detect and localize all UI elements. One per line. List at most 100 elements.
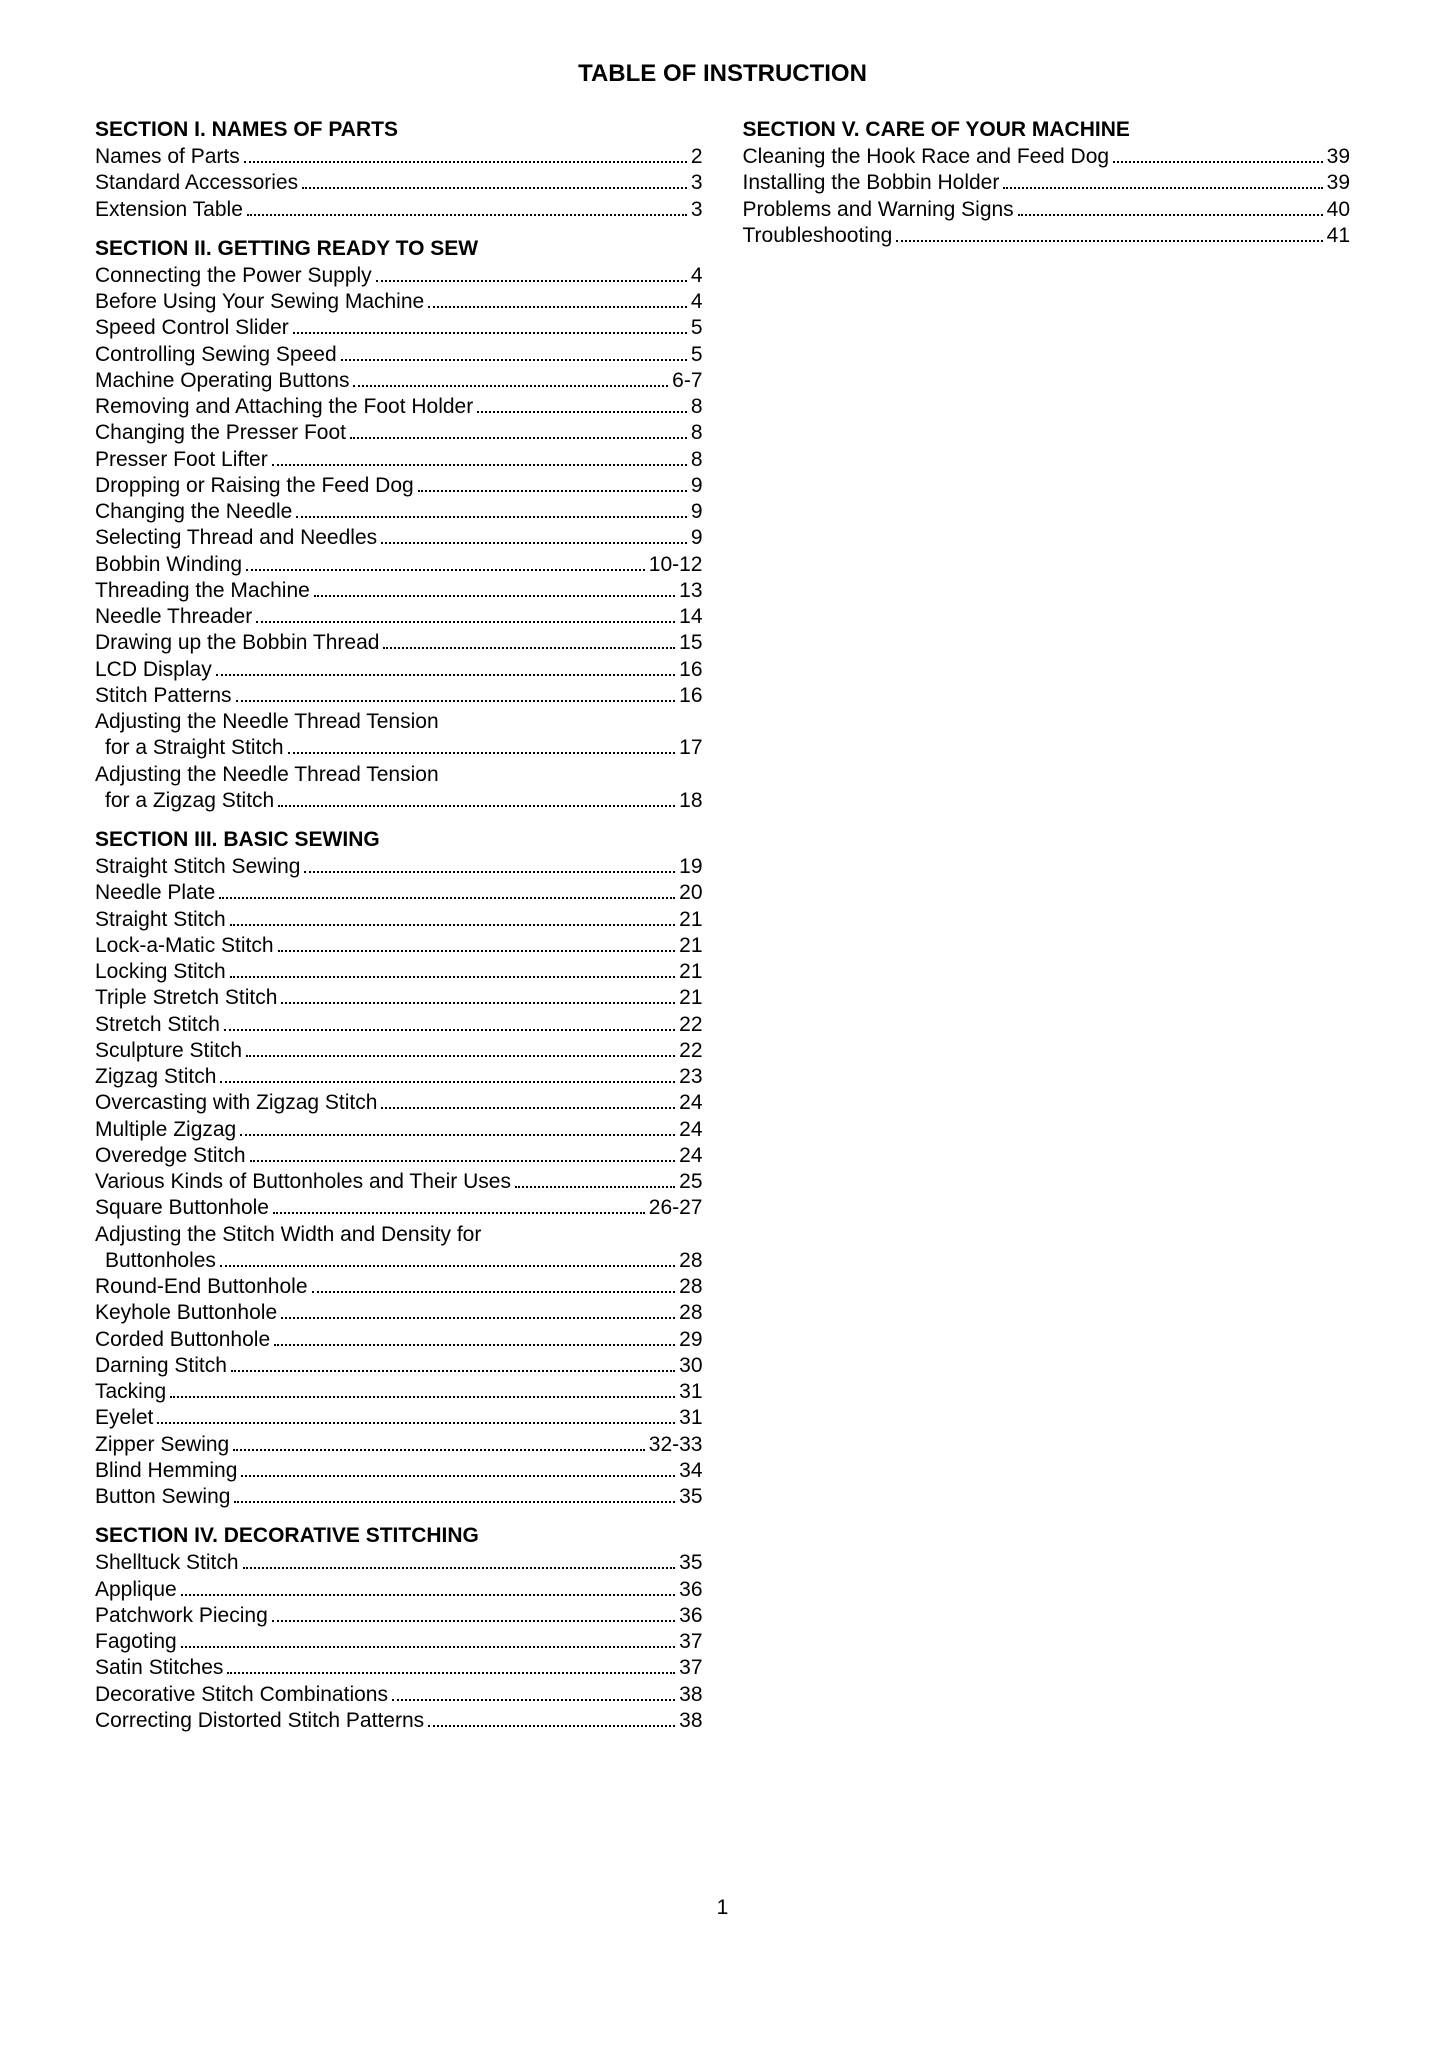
- toc-entry-label: Locking Stitch: [95, 959, 226, 985]
- toc-entry: Button Sewing 35: [95, 1484, 703, 1510]
- toc-entry: Removing and Attaching the Foot Holder 8: [95, 394, 703, 420]
- page-title: TABLE OF INSTRUCTION: [95, 60, 1350, 88]
- toc-entry: Changing the Presser Foot 8: [95, 420, 703, 446]
- toc-entry: Tacking 31: [95, 1379, 703, 1405]
- toc-entry-page: 2: [691, 144, 703, 170]
- toc-entry: Corded Buttonhole 29: [95, 1327, 703, 1353]
- toc-entry-label: Patchwork Piecing: [95, 1603, 268, 1629]
- toc-entry: Satin Stitches 37: [95, 1655, 703, 1681]
- toc-entry: Overedge Stitch 24: [95, 1143, 703, 1169]
- toc-entry-label: Tacking: [95, 1379, 166, 1405]
- toc-entry: Eyelet 31: [95, 1405, 703, 1431]
- toc-entry-page: 24: [679, 1143, 702, 1169]
- toc-entry-page: 15: [679, 630, 702, 656]
- toc-entry-label: Shelltuck Stitch: [95, 1550, 239, 1576]
- toc-leader-dots: [272, 464, 687, 466]
- toc-leader-dots: [296, 516, 686, 518]
- toc-leader-dots: [246, 569, 645, 571]
- columns-container: SECTION I. NAMES OF PARTSNames of Parts …: [95, 108, 1350, 1734]
- toc-entry-label: Overcasting with Zigzag Stitch: [95, 1090, 377, 1116]
- toc-entry-page: 9: [691, 525, 703, 551]
- toc-leader-dots: [181, 1594, 675, 1596]
- section-title: SECTION III. BASIC SEWING: [95, 828, 703, 852]
- toc-entry-page: 40: [1327, 197, 1350, 223]
- toc-entry-label: Zigzag Stitch: [95, 1064, 216, 1090]
- toc-entry: Cleaning the Hook Race and Feed Dog 39: [743, 144, 1351, 170]
- toc-entry-label: Needle Plate: [95, 880, 215, 906]
- toc-entry: Straight Stitch 21: [95, 907, 703, 933]
- toc-entry-page: 4: [691, 289, 703, 315]
- toc-entry: Installing the Bobbin Holder 39: [743, 170, 1351, 196]
- toc-leader-dots: [220, 1265, 675, 1267]
- toc-entry-page: 20: [679, 880, 702, 906]
- toc-leader-dots: [281, 1002, 675, 1004]
- toc-leader-dots: [312, 1291, 676, 1293]
- toc-entry-label: Lock-a-Matic Stitch: [95, 933, 274, 959]
- toc-entry-label: Decorative Stitch Combinations: [95, 1682, 388, 1708]
- toc-entry-page: 28: [679, 1300, 702, 1326]
- toc-entry-label: Straight Stitch: [95, 907, 226, 933]
- toc-leader-dots: [219, 897, 675, 899]
- toc-entry-page: 29: [679, 1327, 702, 1353]
- toc-leader-dots: [157, 1422, 675, 1424]
- toc-leader-dots: [272, 1620, 675, 1622]
- toc-entry: Threading the Machine 13: [95, 578, 703, 604]
- toc-leader-dots: [274, 1344, 675, 1346]
- toc-leader-dots: [350, 437, 687, 439]
- toc-leader-dots: [515, 1186, 675, 1188]
- toc-entry: Extension Table 3: [95, 197, 703, 223]
- toc-entry-label: Names of Parts: [95, 144, 240, 170]
- toc-entry-page: 16: [679, 657, 702, 683]
- toc-leader-dots: [230, 924, 675, 926]
- toc-entry-label: Troubleshooting: [743, 223, 893, 249]
- toc-entry-label: Needle Threader: [95, 604, 252, 630]
- toc-entry-label: LCD Display: [95, 657, 212, 683]
- toc-entry: Applique 36: [95, 1577, 703, 1603]
- toc-leader-dots: [170, 1396, 675, 1398]
- toc-entry: Bobbin Winding 10-12: [95, 552, 703, 578]
- toc-entry-page: 25: [679, 1169, 702, 1195]
- toc-entry-label: Stretch Stitch: [95, 1012, 220, 1038]
- toc-entry: for a Zigzag Stitch 18: [95, 788, 703, 814]
- toc-entry-page: 8: [691, 447, 703, 473]
- toc-leader-dots: [278, 805, 675, 807]
- section-block: SECTION IV. DECORATIVE STITCHINGShelltuc…: [95, 1524, 703, 1734]
- toc-leader-dots: [227, 1672, 675, 1674]
- toc-entry-label: Adjusting the Stitch Width and Density f…: [95, 1222, 703, 1248]
- toc-entry: Troubleshooting 41: [743, 223, 1351, 249]
- toc-leader-dots: [234, 1501, 675, 1503]
- toc-entry-label: Darning Stitch: [95, 1353, 227, 1379]
- left-column: SECTION I. NAMES OF PARTSNames of Parts …: [95, 108, 703, 1734]
- toc-leader-dots: [381, 542, 687, 544]
- toc-entry-label: Adjusting the Needle Thread Tension: [95, 762, 703, 788]
- toc-entry-page: 3: [691, 170, 703, 196]
- toc-entry: Speed Control Slider 5: [95, 315, 703, 341]
- toc-entry: Patchwork Piecing 36: [95, 1603, 703, 1629]
- toc-entry-label: Satin Stitches: [95, 1655, 223, 1681]
- section-title: SECTION IV. DECORATIVE STITCHING: [95, 1524, 703, 1548]
- toc-entry-page: 38: [679, 1708, 702, 1734]
- toc-entry: Zipper Sewing 32-33: [95, 1432, 703, 1458]
- toc-entry-page: 17: [679, 735, 702, 761]
- toc-leader-dots: [302, 187, 687, 189]
- toc-entry-page: 32-33: [649, 1432, 703, 1458]
- toc-entry-page: 5: [691, 315, 703, 341]
- toc-entry-label: Controlling Sewing Speed: [95, 342, 337, 368]
- toc-entry: Machine Operating Buttons 6-7: [95, 368, 703, 394]
- toc-entry-label: Cleaning the Hook Race and Feed Dog: [743, 144, 1110, 170]
- toc-entry-label: Dropping or Raising the Feed Dog: [95, 473, 414, 499]
- toc-leader-dots: [314, 595, 675, 597]
- toc-entry: Problems and Warning Signs 40: [743, 197, 1351, 223]
- toc-entry-label: Multiple Zigzag: [95, 1117, 236, 1143]
- toc-leader-dots: [236, 700, 676, 702]
- toc-leader-dots: [281, 1317, 675, 1319]
- toc-leader-dots: [244, 161, 687, 163]
- toc-entry-label: Straight Stitch Sewing: [95, 854, 300, 880]
- toc-entry-label: Applique: [95, 1577, 177, 1603]
- toc-leader-dots: [381, 1107, 675, 1109]
- toc-entry-label: Adjusting the Needle Thread Tension: [95, 709, 703, 735]
- toc-leader-dots: [428, 306, 687, 308]
- toc-entry: Drawing up the Bobbin Thread 15: [95, 630, 703, 656]
- toc-leader-dots: [241, 1475, 675, 1477]
- toc-entry-label: Sculpture Stitch: [95, 1038, 242, 1064]
